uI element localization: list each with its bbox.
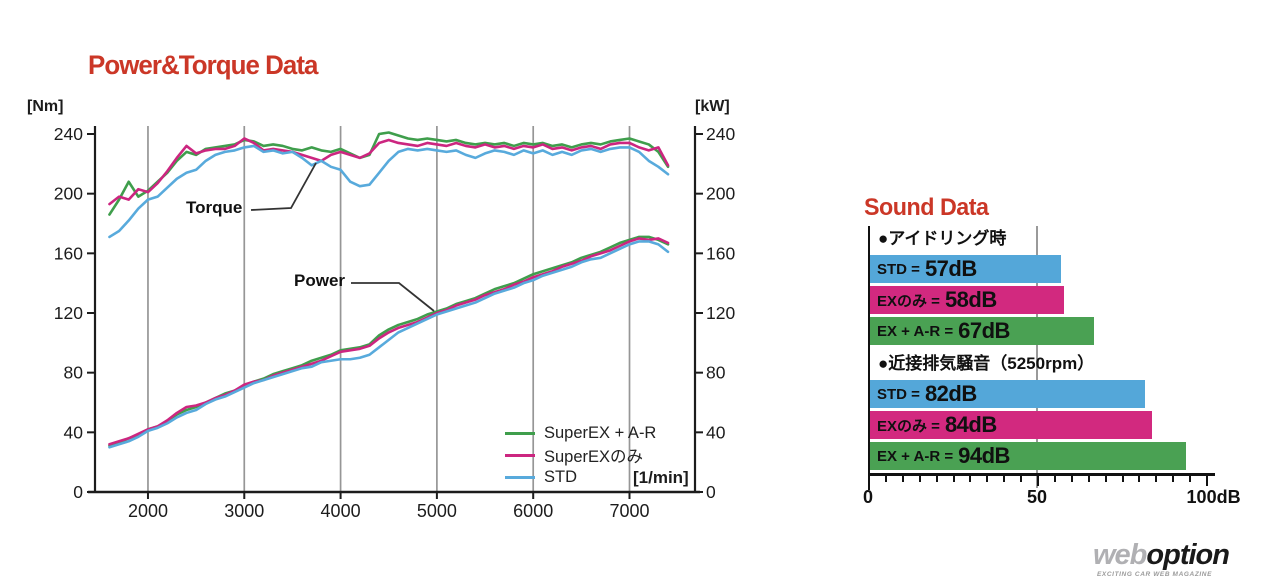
power-torque-plot: 0 0 40 40 80 80 120 120 160 160 200 200 240 240 2000 30… xyxy=(54,124,736,521)
sound-axis-tick xyxy=(1037,476,1039,486)
sound-bar: EX + A-R = 67dB xyxy=(868,317,1095,345)
sound-chart-body: ●アイドリング時 STD = 57dB EXのみ = 58dB EX + A-R = … xyxy=(863,226,1241,510)
sound-bar-label: EX + A-R = xyxy=(877,447,954,465)
sound-bar-value: 57dB xyxy=(924,256,977,281)
series-torque-SuperEXのみ xyxy=(108,137,670,206)
sound-bar-label: EX + A-R = xyxy=(877,322,954,340)
sound-axis-tick xyxy=(935,476,938,482)
y-tick-label-left: 240 xyxy=(54,124,83,144)
legend-item: SuperEX + A-R xyxy=(505,422,656,444)
sound-axis-tick xyxy=(952,476,955,482)
power-torque-chart: Power&Torque Data [Nm] [kW] 0 0 40 40 80 80 12… xyxy=(27,50,736,521)
legend-swatch xyxy=(505,475,535,479)
sound-bar-value: 58dB xyxy=(944,287,997,312)
sound-bar-value: 67dB xyxy=(958,318,1010,343)
x-tick-label: 2000 xyxy=(128,501,168,521)
sound-axis-tick xyxy=(901,476,904,482)
right-axis-unit-label: [kW] xyxy=(695,98,730,115)
legend: SuperEX + A-R SuperEXのみ STD xyxy=(505,422,656,488)
sound-axis-tick xyxy=(1003,476,1006,482)
sound-axis-tick xyxy=(1087,476,1090,482)
sound-axis-tick xyxy=(1104,476,1107,482)
y-tick-label-right: 40 xyxy=(706,422,726,442)
series-power-SuperEXのみ xyxy=(108,237,670,446)
x-axis-unit-label: [1/min] xyxy=(633,468,689,487)
weboption-logo: weboption EXCITING CAR WEB MAGAZINE xyxy=(1093,539,1230,579)
sound-bar-groups: ●アイドリング時 STD = 57dB EXのみ = 58dB EX + A-R = … xyxy=(868,226,1238,470)
sound-x-axis: 0 50 100dB xyxy=(863,473,1241,510)
sound-axis-tick xyxy=(1206,476,1208,486)
y-tick-label-left: 120 xyxy=(54,303,83,323)
sound-y-axis-line xyxy=(868,226,870,490)
sound-bar-label: EXのみ = xyxy=(877,417,940,435)
sound-axis-tick xyxy=(1138,476,1141,482)
legend-swatch xyxy=(505,453,535,457)
legend-label: STD xyxy=(544,467,577,486)
legend-item: SuperEXのみ xyxy=(505,444,656,466)
sound-bar-label: EXのみ = xyxy=(877,292,940,310)
power-leader-line xyxy=(351,282,435,312)
legend-item: STD xyxy=(505,466,656,488)
sound-axis-tick-label: 50 xyxy=(1026,487,1048,507)
y-tick-label-right: 200 xyxy=(706,184,735,204)
torque-leader-line xyxy=(250,162,317,211)
logo-web-text: web xyxy=(1093,539,1147,571)
sound-bar: STD = 57dB xyxy=(868,255,1061,283)
sound-axis-tick xyxy=(1121,476,1124,482)
legend-swatch xyxy=(505,431,535,435)
sound-group-heading: ●アイドリング時 xyxy=(878,229,1007,248)
y-tick-label-left: 160 xyxy=(54,243,83,263)
x-tick-label: 7000 xyxy=(609,501,649,521)
x-tick-label: 3000 xyxy=(224,501,264,521)
sound-bar: EX + A-R = 94dB xyxy=(868,442,1186,470)
sound-bar: STD = 82dB xyxy=(868,380,1146,408)
sound-axis-tick xyxy=(986,476,989,482)
sound-axis-tick-label: 0 xyxy=(862,487,874,507)
series-torque-STD xyxy=(108,144,670,239)
sound-axis-tick xyxy=(1020,476,1023,482)
torque-annotation-label: Torque xyxy=(186,198,243,217)
sound-bar-value: 82dB xyxy=(924,381,977,406)
sound-axis-tick xyxy=(1070,476,1073,482)
sound-bar: EXのみ = 84dB xyxy=(868,411,1152,439)
sound-bar: EXのみ = 58dB xyxy=(868,286,1065,314)
sound-axis-tick xyxy=(884,476,887,482)
sound-axis-tick xyxy=(1172,476,1175,482)
sound-bar-value: 84dB xyxy=(944,412,997,437)
y-tick-label-right: 120 xyxy=(706,303,735,323)
power-torque-title: Power&Torque Data xyxy=(88,50,318,80)
sound-bar-value: 94dB xyxy=(958,443,1010,468)
y-tick-label-left: 80 xyxy=(64,363,84,383)
y-tick-label-right: 160 xyxy=(706,243,735,263)
sound-axis-tick xyxy=(1189,476,1192,482)
x-tick-label: 5000 xyxy=(417,501,457,521)
legend-label: SuperEX + A-R xyxy=(544,423,657,442)
legend-label: SuperEXのみ xyxy=(544,448,644,466)
sound-axis-tick xyxy=(969,476,972,482)
logo-option-text: option xyxy=(1146,539,1230,571)
y-tick-label-left: 0 xyxy=(73,482,83,502)
y-tick-label-left: 200 xyxy=(54,184,83,204)
y-tick-label-right: 80 xyxy=(706,363,726,383)
sound-axis-tick-label: 100dB xyxy=(1186,487,1241,507)
x-tick-label: 4000 xyxy=(321,501,361,521)
x-tick-label: 6000 xyxy=(513,501,553,521)
logo-tagline: EXCITING CAR WEB MAGAZINE xyxy=(1097,571,1213,578)
sound-axis-tick xyxy=(1053,476,1056,482)
y-tick-label-right: 240 xyxy=(706,124,735,144)
sound-bar-label: STD = xyxy=(877,260,920,278)
power-annotation-label: Power xyxy=(294,271,346,290)
y-tick-label-right: 0 xyxy=(706,482,716,502)
series-power-STD xyxy=(108,240,670,449)
sound-axis-tick xyxy=(918,476,921,482)
left-axis-unit-label: [Nm] xyxy=(27,98,64,115)
gridline-50db xyxy=(1036,226,1038,488)
sound-bar-label: STD = xyxy=(877,385,920,403)
sound-group-heading: ●近接排気騒音（5250rpm） xyxy=(878,354,1095,373)
sound-axis-tick xyxy=(1155,476,1158,482)
sound-title: Sound Data xyxy=(864,194,989,221)
y-tick-label-left: 40 xyxy=(64,422,84,442)
